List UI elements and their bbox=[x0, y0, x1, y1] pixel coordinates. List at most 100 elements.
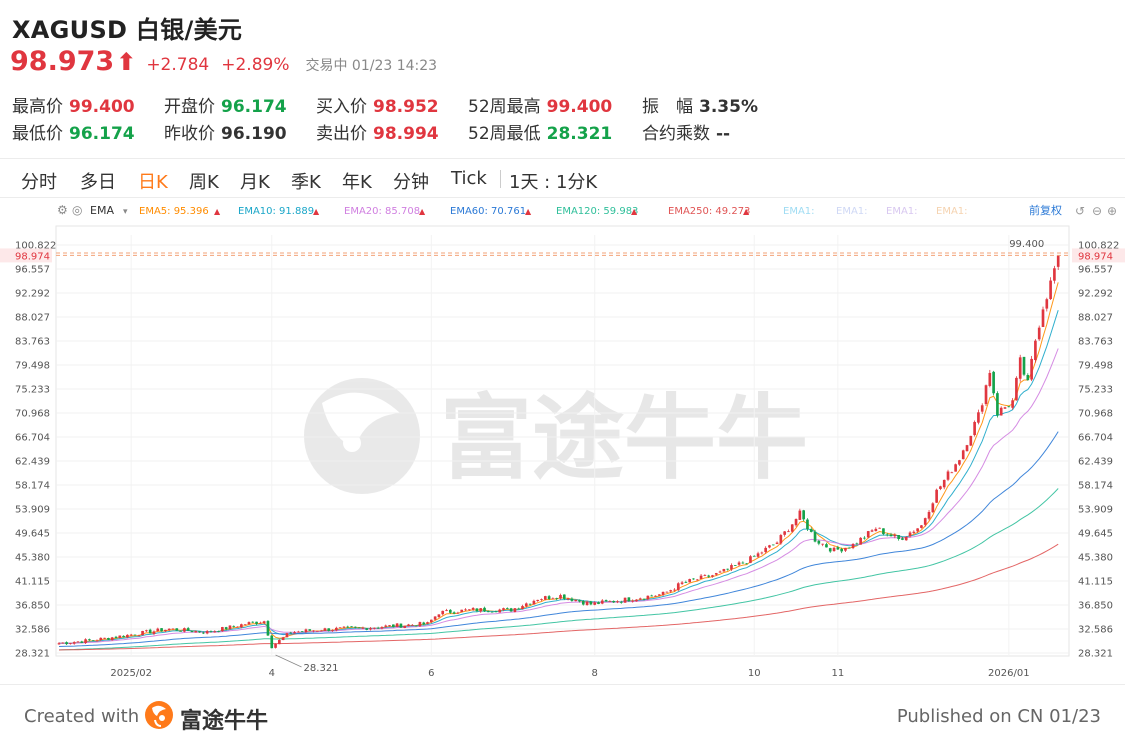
legend-ema10: EMA10: 91.889 bbox=[238, 206, 314, 217]
candle-body bbox=[589, 601, 593, 605]
y-tick-label-left: 36.850 bbox=[15, 601, 50, 612]
candle-body bbox=[327, 628, 331, 631]
candle-body bbox=[832, 547, 836, 552]
legend-ema1: EMA1: bbox=[936, 206, 968, 217]
candle-body bbox=[122, 635, 125, 638]
candle-body bbox=[152, 631, 156, 634]
candle-body bbox=[851, 544, 855, 549]
candle-body bbox=[448, 609, 452, 613]
candle-body bbox=[996, 393, 999, 416]
price-change: +2.784 bbox=[146, 55, 210, 75]
ema-line-ema20 bbox=[58, 348, 1059, 644]
candle-body bbox=[467, 609, 471, 611]
y-tick-label-left: 53.909 bbox=[15, 505, 50, 516]
candle-body bbox=[688, 579, 692, 583]
candle-body bbox=[802, 510, 805, 520]
price-change-percent: +2.89% bbox=[221, 55, 290, 75]
candle-body bbox=[836, 547, 840, 550]
candle-body bbox=[486, 611, 490, 613]
y-tick-label-left: 75.233 bbox=[15, 385, 50, 396]
tab-quarterly-k[interactable]: 季K bbox=[291, 172, 321, 193]
last-price: 98.973 bbox=[10, 46, 115, 77]
price-row: 98.973 ⬆ +2.784 +2.89% 交易中 01/23 14:23 bbox=[10, 46, 437, 77]
candle-body bbox=[278, 639, 281, 645]
candle-body bbox=[817, 540, 821, 544]
candle-body bbox=[863, 537, 866, 539]
candle-body bbox=[771, 544, 775, 546]
candle-body bbox=[597, 602, 600, 604]
candle-body bbox=[912, 531, 916, 533]
candle-body bbox=[76, 641, 80, 643]
y-tick-label-right: 62.439 bbox=[1078, 457, 1113, 468]
candle-body bbox=[103, 637, 106, 639]
candle-body bbox=[323, 628, 327, 631]
tab-yearly-k[interactable]: 年K bbox=[342, 172, 372, 193]
candle-body bbox=[91, 640, 95, 642]
up-triangle-icon: ▲ bbox=[525, 207, 532, 216]
candle-body bbox=[950, 472, 954, 474]
candle-body bbox=[88, 639, 91, 641]
tab-tick[interactable]: Tick bbox=[451, 168, 487, 189]
candle-body bbox=[528, 603, 532, 605]
candle-body bbox=[1045, 299, 1049, 309]
current-price-tag-right bbox=[1072, 248, 1125, 263]
tab-weekly-k[interactable]: 周K bbox=[189, 172, 219, 193]
candle-body bbox=[654, 595, 657, 597]
candle-body bbox=[920, 525, 923, 528]
candle-body bbox=[722, 569, 726, 572]
candle-body bbox=[72, 642, 76, 644]
candle-body bbox=[57, 643, 61, 645]
candle-body bbox=[312, 630, 315, 632]
candle-body bbox=[813, 531, 817, 542]
high-marker-label: 99.400 bbox=[1009, 239, 1044, 250]
up-triangle-icon: ▲ bbox=[419, 207, 426, 216]
candle-body bbox=[825, 544, 828, 548]
candle-body bbox=[490, 611, 494, 613]
candle-body bbox=[133, 634, 137, 636]
candle-body bbox=[107, 638, 110, 640]
tab-daily-k[interactable]: 日K bbox=[138, 172, 168, 193]
candle-body bbox=[616, 601, 619, 603]
tab-1day-1min[interactable]: 1天 : 1分K bbox=[509, 172, 598, 193]
candle-body bbox=[954, 464, 957, 472]
y-tick-label-right: 79.498 bbox=[1078, 361, 1113, 372]
candle-body bbox=[521, 606, 524, 610]
candle-body bbox=[437, 614, 441, 618]
tab-monthly-k[interactable]: 月K bbox=[240, 172, 270, 193]
candle-body bbox=[642, 598, 646, 600]
candle-body bbox=[145, 630, 148, 632]
y-tick-label-left: 79.498 bbox=[15, 361, 50, 372]
stat-high: 最高价 99.400 bbox=[12, 97, 135, 117]
candle-body bbox=[502, 608, 505, 610]
y-tick-label-right: 36.850 bbox=[1078, 601, 1113, 612]
candle-body bbox=[1056, 255, 1060, 267]
kline-chart[interactable]: 富途牛牛 ⚙ ◎ EMA ▾ EMA5: 95.396 ▲ EMA10: 91.889 ▲ EMA… bbox=[0, 198, 1125, 684]
y-tick-label-right: 66.704 bbox=[1078, 432, 1113, 443]
candle-body bbox=[281, 637, 285, 641]
candle-body bbox=[232, 625, 236, 627]
tab-minute[interactable]: 分钟 bbox=[393, 172, 429, 193]
candle-body bbox=[509, 608, 513, 612]
candle-body bbox=[479, 608, 483, 612]
candle-body bbox=[236, 626, 239, 628]
candle-body bbox=[156, 628, 160, 632]
candle-body bbox=[551, 598, 555, 600]
tab-intraday[interactable]: 分时 bbox=[21, 172, 57, 193]
y-tick-label-left: 41.115 bbox=[15, 577, 50, 588]
reset-icon: ↺ bbox=[1075, 204, 1085, 218]
candle-body bbox=[787, 531, 790, 533]
candle-body bbox=[942, 479, 946, 488]
tab-multi-day[interactable]: 多日 bbox=[80, 172, 116, 193]
candle-body bbox=[300, 631, 304, 633]
candle-body bbox=[631, 600, 635, 602]
candle-body bbox=[977, 412, 980, 423]
candle-body bbox=[270, 635, 274, 649]
candle-body bbox=[110, 637, 114, 641]
candle-body bbox=[183, 628, 186, 632]
candle-body bbox=[855, 543, 859, 545]
candle-body bbox=[475, 608, 479, 612]
candle-body bbox=[821, 543, 824, 545]
ema-line-ema120 bbox=[58, 488, 1059, 651]
stat-amplitude: 振 幅 3.35% bbox=[642, 97, 758, 117]
candle-body bbox=[547, 596, 551, 600]
